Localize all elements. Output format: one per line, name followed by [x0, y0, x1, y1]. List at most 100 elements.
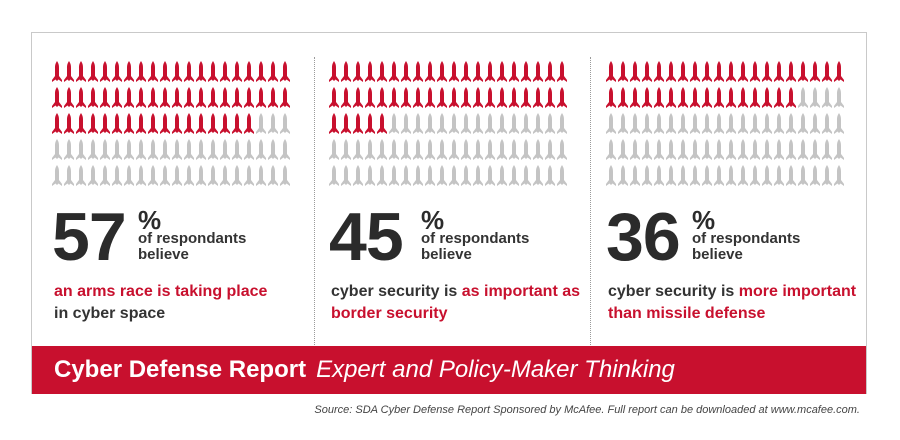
- missile-icon-filled: [473, 87, 483, 108]
- missile-icon-filled: [353, 87, 363, 108]
- missile-icon-empty: [533, 165, 543, 186]
- missile-icon-empty: [232, 165, 242, 186]
- missile-icon-filled: [184, 113, 194, 134]
- missile-icon-empty: [112, 139, 122, 160]
- missile-icon-filled: [172, 87, 182, 108]
- missile-icon-empty: [184, 139, 194, 160]
- missile-icon-filled: [377, 61, 387, 82]
- missile-icon-filled: [76, 61, 86, 82]
- missile-icon-filled: [100, 61, 110, 82]
- statement-highlight: more important than missile defense: [608, 283, 857, 322]
- missile-icon-empty: [762, 113, 772, 134]
- missile-icon-filled: [256, 61, 266, 82]
- missile-icon-filled: [184, 61, 194, 82]
- missile-icon-empty: [786, 139, 796, 160]
- missile-icon-filled: [666, 87, 676, 108]
- missile-icon-filled: [557, 87, 567, 108]
- missile-icon-empty: [485, 139, 495, 160]
- missile-icon-filled: [545, 61, 555, 82]
- missile-icon-filled: [630, 61, 640, 82]
- missile-icon-filled: [545, 87, 555, 108]
- missile-icon-filled: [148, 113, 158, 134]
- missile-icon-filled: [268, 87, 278, 108]
- missile-icon-filled: [232, 87, 242, 108]
- missile-icon-empty: [822, 165, 832, 186]
- missile-icon-filled: [208, 61, 218, 82]
- stat-panel-1: 57 % of respondants believe an arms race…: [32, 33, 302, 353]
- missile-icon-empty: [798, 113, 808, 134]
- missile-icon-empty: [52, 139, 62, 160]
- missile-icon-filled: [509, 87, 519, 108]
- missile-icon-empty: [329, 165, 339, 186]
- missile-icon-filled: [425, 61, 435, 82]
- missile-icon-filled: [606, 61, 616, 82]
- missile-icon-filled: [220, 61, 230, 82]
- missile-icon-empty: [798, 139, 808, 160]
- missile-icon-empty: [425, 139, 435, 160]
- stat-value: 45: [329, 199, 404, 275]
- missile-icon-filled: [461, 87, 471, 108]
- missile-icon-filled: [232, 113, 242, 134]
- missile-icon-empty: [497, 139, 507, 160]
- missile-icon-empty: [521, 113, 531, 134]
- missile-icon-filled: [702, 87, 712, 108]
- stat-panel-3: 36 % of respondants believe cyber securi…: [586, 33, 856, 353]
- missile-icon-filled: [172, 113, 182, 134]
- missile-icon-filled: [449, 61, 459, 82]
- missile-icon-filled: [642, 87, 652, 108]
- missile-icon-filled: [413, 87, 423, 108]
- missile-icon-empty: [473, 113, 483, 134]
- missile-icon-empty: [834, 87, 844, 108]
- missile-icon-empty: [473, 165, 483, 186]
- missile-icon-filled: [112, 113, 122, 134]
- missile-icon-empty: [738, 165, 748, 186]
- missile-icon-empty: [810, 113, 820, 134]
- missile-icon-filled: [389, 87, 399, 108]
- missile-icon-empty: [678, 139, 688, 160]
- missile-icon-filled: [618, 87, 628, 108]
- stat-caption: of respondants believe: [692, 230, 801, 263]
- missile-icon-empty: [389, 139, 399, 160]
- missile-icon-filled: [533, 87, 543, 108]
- missile-icon-empty: [449, 139, 459, 160]
- panel-divider: [590, 57, 591, 357]
- missile-icon-empty: [160, 165, 170, 186]
- missile-icon-filled: [64, 113, 74, 134]
- missile-icon-filled: [100, 87, 110, 108]
- missile-icon-empty: [618, 113, 628, 134]
- missile-icon-empty: [461, 139, 471, 160]
- missile-icon-filled: [208, 113, 218, 134]
- missile-icon-filled: [160, 113, 170, 134]
- statement-text: cyber security is: [608, 283, 735, 300]
- missile-icon-filled: [365, 87, 375, 108]
- missile-icon-empty: [268, 165, 278, 186]
- missile-icon-filled: [244, 61, 254, 82]
- missile-icon-filled: [437, 61, 447, 82]
- missile-icon-filled: [52, 61, 62, 82]
- missile-icon-empty: [557, 139, 567, 160]
- missile-icon-filled: [148, 87, 158, 108]
- missile-icon-filled: [521, 87, 531, 108]
- missile-icon-empty: [521, 139, 531, 160]
- missile-icon-empty: [786, 165, 796, 186]
- missile-grid: [52, 61, 292, 191]
- missile-icon-filled: [690, 61, 700, 82]
- missile-icon-empty: [485, 113, 495, 134]
- missile-icon-empty: [545, 139, 555, 160]
- missile-icon-empty: [630, 165, 640, 186]
- missile-icon-empty: [810, 139, 820, 160]
- missile-icon-filled: [52, 113, 62, 134]
- missile-icon-empty: [341, 139, 351, 160]
- missile-icon-empty: [702, 165, 712, 186]
- missile-icon-empty: [365, 139, 375, 160]
- missile-icon-empty: [545, 113, 555, 134]
- missile-icon-empty: [256, 113, 266, 134]
- missile-icon-filled: [64, 87, 74, 108]
- missile-icon-filled: [280, 87, 290, 108]
- missile-icon-empty: [822, 113, 832, 134]
- missile-icon-empty: [268, 139, 278, 160]
- missile-icon-empty: [220, 139, 230, 160]
- missile-icon-filled: [172, 61, 182, 82]
- missile-icon-filled: [124, 61, 134, 82]
- missile-icon-empty: [449, 165, 459, 186]
